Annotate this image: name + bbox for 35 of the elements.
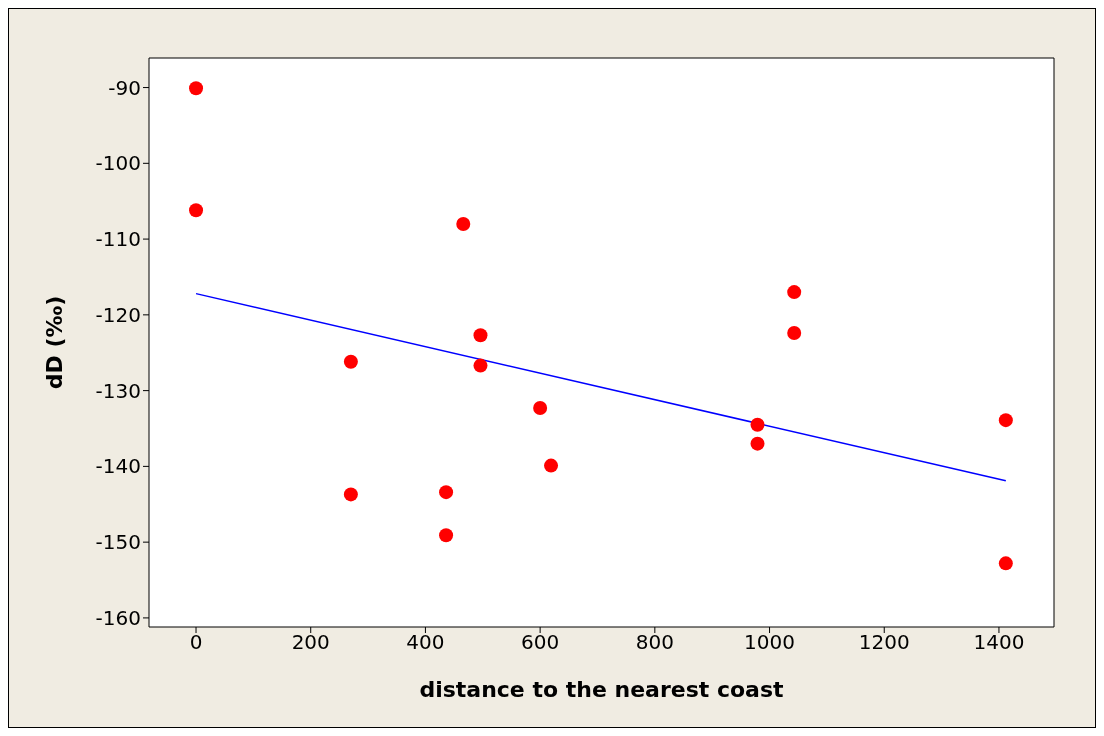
y-tick-label: -90 [108, 75, 141, 100]
point [750, 436, 765, 451]
x-tick-label: 1400 [973, 630, 1025, 655]
y-tick-label: -150 [95, 530, 141, 555]
point [456, 216, 471, 231]
point [473, 328, 488, 343]
point [787, 326, 802, 341]
point [439, 528, 454, 543]
point [544, 458, 559, 473]
x-axis-title: distance to the nearest coast [419, 677, 785, 702]
point [998, 413, 1013, 428]
x-tick-label: 1200 [858, 630, 910, 655]
x-tick-label: 1000 [744, 630, 795, 655]
x-tick-label: 800 [635, 630, 674, 655]
y-axis-title: dD (‰) [41, 295, 67, 390]
point [473, 358, 488, 373]
x-tick-label: 600 [521, 630, 560, 655]
x-tick-label: 0 [189, 630, 203, 655]
point [343, 354, 358, 369]
point [998, 556, 1013, 571]
x-tick-label: 200 [291, 630, 330, 655]
point [750, 417, 765, 432]
point [787, 285, 802, 300]
y-tick-label: -140 [95, 454, 141, 479]
point [439, 485, 454, 500]
x-tick-label: 400 [406, 630, 445, 655]
point [189, 81, 204, 96]
y-tick-label: -110 [95, 227, 141, 252]
point [533, 401, 548, 416]
y-tick-label: -130 [95, 378, 141, 403]
point [343, 487, 358, 502]
point [189, 203, 204, 218]
y-tick-label: -100 [95, 151, 141, 176]
y-tick-label: -160 [95, 606, 141, 631]
y-tick-label: -120 [95, 302, 141, 327]
